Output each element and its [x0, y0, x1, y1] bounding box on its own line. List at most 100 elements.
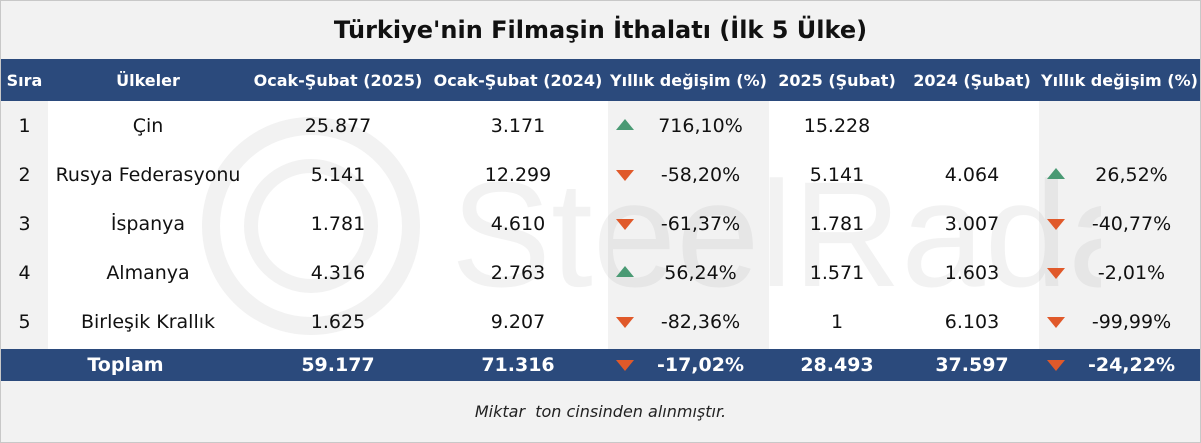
rank-cell: 4: [1, 248, 48, 297]
body-background: [769, 101, 1039, 349]
country-cell-text: Birleşik Krallık: [80, 310, 216, 333]
value-cell-text: 2.763: [490, 261, 546, 284]
value-cell: 1: [769, 297, 905, 346]
total-change-cell: -17,02%: [608, 349, 769, 381]
change-cell: 56,24%: [608, 248, 769, 297]
country-cell: Almanya: [48, 248, 248, 297]
country-cell: Rusya Federasyonu: [48, 150, 248, 199]
value-cell: 3.007: [905, 199, 1039, 248]
change-cell: -82,36%: [608, 297, 769, 346]
total-label: Toplam: [48, 349, 203, 381]
value-cell: 1.781: [248, 199, 428, 248]
value-cell: 15.228: [769, 101, 905, 150]
change-cell: -40,77%: [1039, 199, 1200, 248]
value-cell-text: 12.299: [484, 163, 552, 186]
total-cell-text: -17,02%: [656, 354, 745, 376]
rank-cell-text: 5: [18, 310, 31, 333]
value-cell: 1.781: [769, 199, 905, 248]
column-header: Sıra: [6, 70, 43, 90]
country-cell: Çin: [48, 101, 248, 150]
rank-cell: 2: [1, 150, 48, 199]
table-row: 2 Rusya Federasyonu 5.141 12.299 -58,20% 5.14…: [1, 150, 1200, 199]
body-background: [608, 101, 769, 349]
rank-cell: 3: [1, 199, 48, 248]
value-cell-text: 4.610: [490, 212, 546, 235]
arrow-down-icon: [616, 316, 634, 328]
total-change-cell: -24,22%: [1039, 349, 1200, 381]
value-cell: 1.571: [769, 248, 905, 297]
value-cell: 12.299: [428, 150, 608, 199]
column-header: 2025 (Şubat): [778, 70, 896, 90]
value-cell-text: 1.571: [809, 261, 865, 284]
value-cell: 4.316: [248, 248, 428, 297]
column-header: Ülkeler: [116, 70, 180, 90]
column-header: 2024 (Şubat): [913, 70, 1031, 90]
change-cell-text: -40,77%: [1091, 212, 1172, 235]
value-cell: 4.064: [905, 150, 1039, 199]
value-cell-text: 1: [830, 310, 844, 333]
body-background: [48, 101, 608, 349]
rank-cell: 5: [1, 297, 48, 346]
change-cell-text: -82,36%: [660, 310, 741, 333]
value-cell-text: 6.103: [944, 310, 1000, 333]
value-cell: 1.625: [248, 297, 428, 346]
arrow-down-icon: [616, 360, 634, 371]
total-cell-text: 28.493: [800, 354, 874, 376]
value-cell-text: 5.141: [310, 163, 366, 186]
value-cell: 2.763: [428, 248, 608, 297]
change-cell-text: -2,01%: [1097, 261, 1166, 284]
column-header: Ocak-Şubat (2025): [253, 70, 423, 90]
total-cell-text: 37.597: [935, 354, 1009, 376]
value-cell: 5.141: [248, 150, 428, 199]
value-cell: 9.207: [428, 297, 608, 346]
arrow-down-icon: [616, 218, 634, 230]
column-header: Yıllık değişim (%): [1041, 70, 1198, 90]
value-cell-text: 15.228: [803, 114, 871, 137]
total-cell-text: -24,22%: [1087, 354, 1176, 376]
rank-cell: 1: [1, 101, 48, 150]
total-value-cell: 37.597: [905, 349, 1039, 381]
value-cell: 1.603: [905, 248, 1039, 297]
value-cell: 3.171: [428, 101, 608, 150]
change-cell-text: -58,20%: [660, 163, 741, 186]
value-cell-text: 1.781: [310, 212, 366, 235]
rank-cell-text: 2: [18, 163, 31, 186]
change-cell: -58,20%: [608, 150, 769, 199]
column-header: Ocak-Şubat (2024): [433, 70, 603, 90]
country-cell-text: Almanya: [106, 261, 190, 284]
country-cell: Birleşik Krallık: [48, 297, 248, 346]
arrow-up-icon: [1047, 167, 1065, 179]
arrow-down-icon: [616, 169, 634, 181]
change-cell-text: 716,10%: [658, 114, 743, 137]
value-cell-text: 4.064: [944, 163, 1000, 186]
table-row: 3 İspanya 1.781 4.610 -61,37% 1.781 3.007 -40,7…: [1, 199, 1200, 248]
header-row: Sıra Ülkeler Ocak-Şubat (2025) Ocak-Şubat (…: [1, 59, 1200, 101]
arrow-up-icon: [616, 265, 634, 277]
table-row: 4 Almanya 4.316 2.763 56,24% 1.571 1.603 -2,01%: [1, 248, 1200, 297]
footnote: Miktar ton cinsinden alınmıştır.: [474, 401, 727, 421]
value-cell-text: 9.207: [490, 310, 546, 333]
change-cell: -61,37%: [608, 199, 769, 248]
arrow-up-icon: [616, 118, 634, 130]
total-cell-text: 71.316: [481, 354, 555, 376]
country-cell-text: Rusya Federasyonu: [55, 163, 241, 186]
table-row: 5 Birleşik Krallık 1.625 9.207 -82,36% 1 6.103…: [1, 297, 1200, 346]
arrow-down-icon: [1047, 316, 1065, 328]
body-background: [1039, 101, 1200, 349]
table-title: Türkiye'nin Filmaşin İthalatı (İlk 5 Ülk…: [333, 16, 868, 44]
rank-cell-text: 4: [18, 261, 31, 284]
change-cell-text: -99,99%: [1091, 310, 1172, 333]
value-cell-text: 4.316: [310, 261, 366, 284]
total-row: Toplam 59.177 71.316 -17,02% 28.493 37.597 -24…: [1, 349, 1200, 381]
value-cell: 5.141: [769, 150, 905, 199]
change-cell: -2,01%: [1039, 248, 1200, 297]
value-cell-text: 25.877: [304, 114, 372, 137]
total-value-cell: 28.493: [769, 349, 905, 381]
change-cell: -99,99%: [1039, 297, 1200, 346]
total-cell-text: 59.177: [301, 354, 375, 376]
total-value-cell: 71.316: [428, 349, 608, 381]
rank-cell-text: 3: [18, 212, 31, 235]
change-cell-text: -61,37%: [660, 212, 741, 235]
table-row: 1 Çin 25.877 3.171 716,10% 15.228: [1, 101, 1200, 150]
